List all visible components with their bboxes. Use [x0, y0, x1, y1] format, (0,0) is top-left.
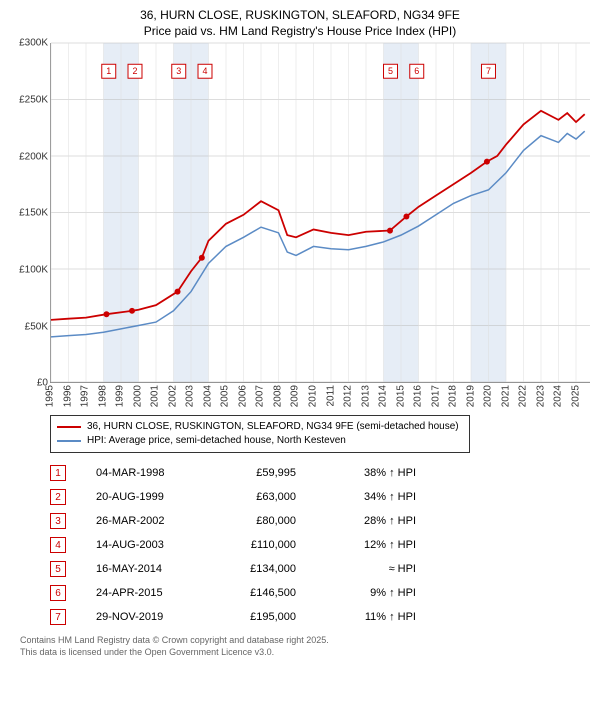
- tx-date: 16-MAY-2014: [96, 563, 226, 575]
- y-tick-label: £50K: [25, 321, 48, 332]
- x-tick-label: 2007: [255, 385, 266, 407]
- chart-area: £0£50K£100K£150K£200K£250K£300K 1234567 …: [10, 43, 590, 413]
- tx-pct: 38% ↑ HPI: [326, 467, 416, 479]
- legend-row-1: 36, HURN CLOSE, RUSKINGTON, SLEAFORD, NG…: [57, 420, 463, 434]
- x-tick-label: 2000: [132, 385, 143, 407]
- x-tick-label: 2018: [448, 385, 459, 407]
- tx-price: £134,000: [226, 563, 326, 575]
- footer-line1: Contains HM Land Registry data © Crown c…: [20, 635, 580, 647]
- tx-pct: 34% ↑ HPI: [326, 491, 416, 503]
- tx-badge: 3: [50, 513, 66, 529]
- tx-badge: 5: [50, 561, 66, 577]
- transaction-table: 1 04-MAR-1998£59,99538% ↑ HPI 2 20-AUG-1999…: [50, 461, 580, 629]
- svg-text:7: 7: [486, 66, 491, 76]
- tx-badge: 4: [50, 537, 66, 553]
- tx-pct: 28% ↑ HPI: [326, 515, 416, 527]
- tx-date: 04-MAR-1998: [96, 467, 226, 479]
- x-tick-label: 1999: [115, 385, 126, 407]
- footer: Contains HM Land Registry data © Crown c…: [20, 635, 580, 658]
- svg-text:6: 6: [414, 66, 419, 76]
- x-tick-label: 2006: [237, 385, 248, 407]
- table-row: 7 29-NOV-2019£195,00011% ↑ HPI: [50, 605, 580, 629]
- svg-text:5: 5: [388, 66, 393, 76]
- x-tick-label: 2010: [307, 385, 318, 407]
- y-tick-label: £250K: [19, 94, 48, 105]
- x-tick-label: 2021: [500, 385, 511, 407]
- table-row: 3 26-MAR-2002£80,00028% ↑ HPI: [50, 509, 580, 533]
- y-axis-labels: £0£50K£100K£150K£200K£250K£300K: [10, 43, 50, 383]
- x-tick-label: 2022: [518, 385, 529, 407]
- x-tick-label: 2009: [290, 385, 301, 407]
- x-tick-label: 2019: [465, 385, 476, 407]
- tx-price: £80,000: [226, 515, 326, 527]
- chart-title: 36, HURN CLOSE, RUSKINGTON, SLEAFORD, NG…: [10, 8, 590, 39]
- table-row: 1 04-MAR-1998£59,99538% ↑ HPI: [50, 461, 580, 485]
- x-tick-label: 2017: [430, 385, 441, 407]
- legend-swatch-blue: [57, 440, 81, 442]
- tx-date: 29-NOV-2019: [96, 611, 226, 623]
- tx-price: £59,995: [226, 467, 326, 479]
- svg-text:2: 2: [132, 66, 137, 76]
- x-tick-label: 2003: [185, 385, 196, 407]
- x-tick-label: 2025: [570, 385, 581, 407]
- x-tick-label: 2004: [202, 385, 213, 407]
- x-tick-label: 2020: [483, 385, 494, 407]
- table-row: 5 16-MAY-2014£134,000≈ HPI: [50, 557, 580, 581]
- footer-line2: This data is licensed under the Open Gov…: [20, 647, 580, 659]
- tx-price: £146,500: [226, 587, 326, 599]
- x-tick-label: 2002: [167, 385, 178, 407]
- x-tick-label: 2008: [272, 385, 283, 407]
- y-tick-label: £300K: [19, 38, 48, 49]
- x-tick-label: 2023: [535, 385, 546, 407]
- tx-pct: 11% ↑ HPI: [326, 611, 416, 623]
- plot-area: 1 2 3 4 5 6 7: [50, 43, 590, 383]
- table-row: 2 20-AUG-1999£63,00034% ↑ HPI: [50, 485, 580, 509]
- tx-pct: ≈ HPI: [326, 563, 416, 575]
- title-line2: Price paid vs. HM Land Registry's House …: [10, 24, 590, 40]
- tx-price: £63,000: [226, 491, 326, 503]
- y-tick-label: £200K: [19, 151, 48, 162]
- x-tick-label: 1995: [45, 385, 56, 407]
- x-tick-label: 1997: [80, 385, 91, 407]
- legend-label-2: HPI: Average price, semi-detached house,…: [87, 434, 346, 448]
- x-tick-label: 2012: [343, 385, 354, 407]
- x-axis-labels: 1995199619971998199920002001200220032004…: [50, 383, 590, 413]
- x-tick-label: 2013: [360, 385, 371, 407]
- x-tick-label: 1996: [62, 385, 73, 407]
- tx-pct: 9% ↑ HPI: [326, 587, 416, 599]
- x-tick-label: 2024: [553, 385, 564, 407]
- table-row: 6 24-APR-2015£146,5009% ↑ HPI: [50, 581, 580, 605]
- legend-swatch-red: [57, 426, 81, 428]
- x-tick-label: 2016: [413, 385, 424, 407]
- tx-badge: 2: [50, 489, 66, 505]
- y-tick-label: £100K: [19, 264, 48, 275]
- x-tick-label: 1998: [97, 385, 108, 407]
- x-tick-label: 2001: [150, 385, 161, 407]
- table-row: 4 14-AUG-2003£110,00012% ↑ HPI: [50, 533, 580, 557]
- svg-text:3: 3: [176, 66, 181, 76]
- svg-text:4: 4: [202, 66, 207, 76]
- legend: 36, HURN CLOSE, RUSKINGTON, SLEAFORD, NG…: [50, 415, 470, 453]
- tx-badge: 6: [50, 585, 66, 601]
- tx-price: £195,000: [226, 611, 326, 623]
- x-tick-label: 2015: [395, 385, 406, 407]
- tx-badge: 7: [50, 609, 66, 625]
- x-tick-label: 2011: [325, 385, 336, 407]
- x-tick-label: 2014: [378, 385, 389, 407]
- tx-pct: 12% ↑ HPI: [326, 539, 416, 551]
- tx-date: 26-MAR-2002: [96, 515, 226, 527]
- legend-row-2: HPI: Average price, semi-detached house,…: [57, 434, 463, 448]
- x-tick-label: 2005: [220, 385, 231, 407]
- tx-date: 14-AUG-2003: [96, 539, 226, 551]
- svg-text:1: 1: [106, 66, 111, 76]
- y-tick-label: £150K: [19, 208, 48, 219]
- tx-date: 20-AUG-1999: [96, 491, 226, 503]
- legend-label-1: 36, HURN CLOSE, RUSKINGTON, SLEAFORD, NG…: [87, 420, 459, 434]
- title-line1: 36, HURN CLOSE, RUSKINGTON, SLEAFORD, NG…: [10, 8, 590, 24]
- tx-date: 24-APR-2015: [96, 587, 226, 599]
- tx-price: £110,000: [226, 539, 326, 551]
- tx-badge: 1: [50, 465, 66, 481]
